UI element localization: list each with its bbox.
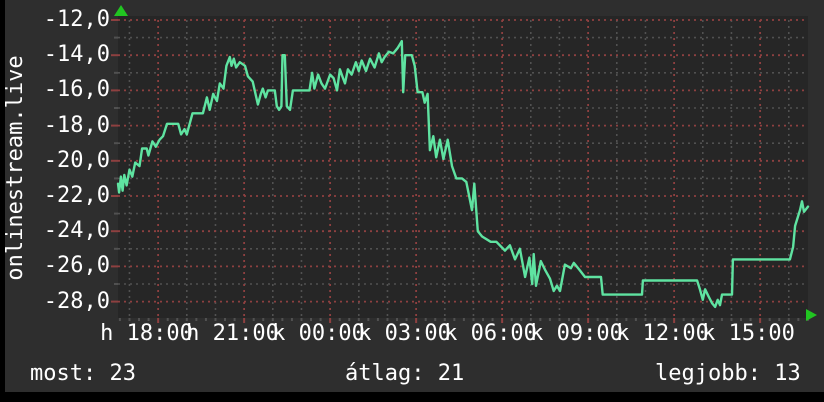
y-tick-label: -14,0 (43, 42, 110, 68)
x-tick-label: k 12:00 (616, 321, 709, 346)
stat-atlag: átlag: 21 (345, 361, 465, 386)
y-tick-label: -28,0 (43, 288, 110, 314)
x-tick-label: k 15:00 (702, 321, 795, 346)
y-tick-label: -12,0 (43, 7, 110, 32)
stat-most: most: 23 (30, 361, 136, 386)
y-tick-label: -18,0 (43, 112, 110, 138)
stat-legjobb: legjobb: 13 (655, 361, 801, 386)
x-tick-label: h 18:00 (100, 321, 193, 346)
x-tick-label: k 09:00 (530, 321, 623, 346)
x-tick-label: k 00:00 (272, 321, 365, 346)
x-axis-arrow-icon (806, 309, 817, 321)
x-tick-label: h 21:00 (186, 321, 279, 346)
y-tick-label: -24,0 (43, 218, 110, 244)
y-tick-label: -20,0 (43, 147, 110, 173)
y-tick-label: -26,0 (43, 253, 110, 279)
y-tick-label: -16,0 (43, 77, 110, 103)
x-tick-label: k 06:00 (444, 321, 537, 346)
x-tick-label: k 03:00 (358, 321, 451, 346)
plot-area (118, 16, 808, 318)
data-line (116, 39, 810, 309)
y-axis-arrow-icon (114, 5, 128, 16)
y-tick-label: -22,0 (43, 183, 110, 208)
